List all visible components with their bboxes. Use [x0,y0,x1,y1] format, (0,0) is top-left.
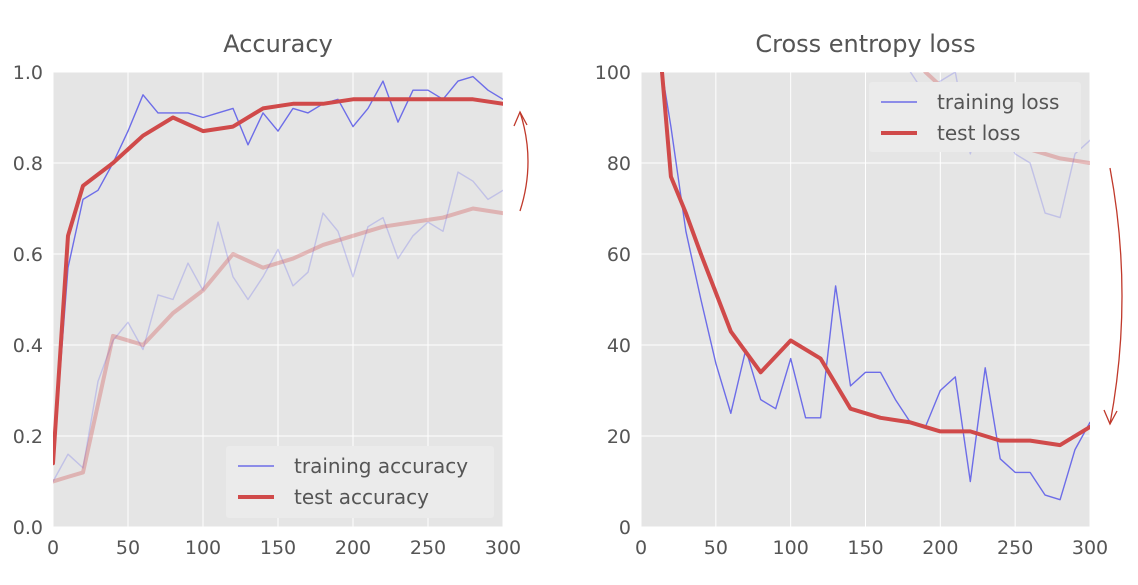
loss-arrow-head [1103,409,1118,426]
legend-box [869,82,1081,152]
faded-training-accuracy-line [53,171,503,483]
accuracy-arrow [519,111,529,212]
loss-chart-title: Cross entropy loss [755,30,975,58]
y-tick-label: 20 [607,426,631,448]
x-tick-label: 250 [410,537,446,559]
x-tick-label: 300 [485,537,521,559]
accuracy-arrow-head [513,110,528,127]
accuracy-chart-title: Accuracy [223,30,333,58]
training-loss-line [661,72,1090,501]
x-tick-label: 200 [922,537,958,559]
y-tick-label: 0.0 [13,517,43,539]
y-tick-label: 60 [607,244,631,266]
x-tick-label: 300 [1072,537,1108,559]
x-tick-label: 100 [185,537,221,559]
x-tick-label: 0 [635,537,647,559]
legend-box [226,446,494,518]
training-accuracy-line [53,75,503,464]
y-tick-label: 0.2 [13,426,43,448]
x-tick-label: 50 [116,537,140,559]
y-tick-label: 0 [619,517,631,539]
x-tick-label: 50 [704,537,728,559]
x-tick-label: 150 [847,537,883,559]
legend-label: test accuracy [294,485,429,509]
test-loss-line [660,72,1090,448]
series-group [53,75,503,484]
accuracy-chart: Accuracy 0 50 100 150 200 250 300 0.0 0.2 0.4 0.6 0.… [13,30,529,559]
loss-legend: training loss test loss [869,82,1081,152]
loss-chart: Cross entropy loss 0 50 100 150 200 250 300 0 20 4… [595,30,1123,559]
x-tick-label: 150 [260,537,296,559]
test-accuracy-line [53,97,503,466]
faded-test-accuracy-line [53,206,503,484]
y-tick-label: 40 [607,335,631,357]
y-tick-label: 80 [607,153,631,175]
accuracy-legend: training accuracy test accuracy [226,446,494,518]
legend-label: training loss [937,90,1059,114]
y-tick-label: 0.4 [13,335,43,357]
y-tick-label: 1.0 [13,62,43,84]
legend-label: test loss [937,121,1020,145]
x-tick-label: 250 [997,537,1033,559]
legend-label: training accuracy [294,454,468,478]
y-tick-label: 100 [595,62,631,84]
x-tick-label: 200 [335,537,371,559]
x-tick-label: 0 [47,537,59,559]
y-tick-label: 0.6 [13,244,43,266]
x-tick-label: 100 [773,537,809,559]
loss-arrow [1109,167,1123,425]
y-tick-label: 0.8 [13,153,43,175]
